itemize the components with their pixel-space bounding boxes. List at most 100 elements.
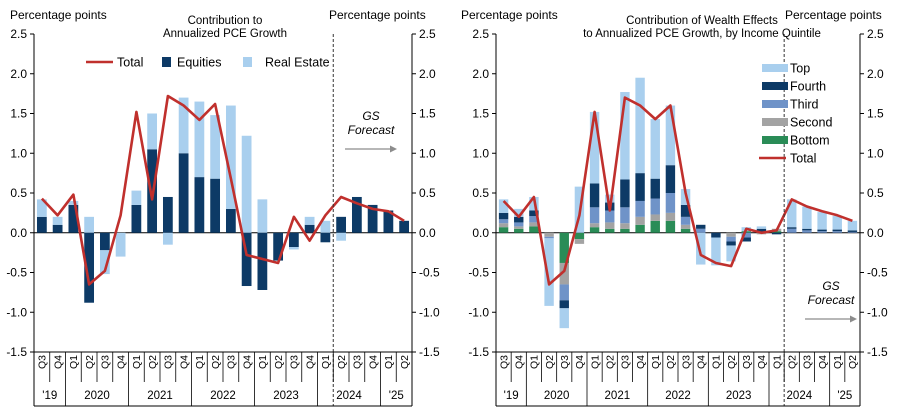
- x-tick-label: Q1: [529, 355, 541, 369]
- legend-label-total: Total: [790, 152, 816, 166]
- legend-swatch-real-estate: [243, 57, 252, 67]
- bar-real-estate: [52, 216, 63, 225]
- bar-top: [726, 245, 736, 262]
- bar-equities: [131, 204, 142, 233]
- x-tick-label: Q1: [383, 355, 395, 369]
- chart-title-line: Contribution of Wealth Effects: [626, 15, 778, 27]
- bar-third: [680, 216, 691, 225]
- bar-real-estate: [304, 216, 315, 225]
- bar-top: [544, 238, 554, 306]
- bar-second: [665, 212, 676, 221]
- x-tick-label: Q1: [320, 355, 332, 369]
- x-tick-label: Q1: [589, 355, 601, 369]
- bar-top: [514, 208, 524, 217]
- bar-second: [498, 223, 509, 228]
- bar-bottom: [574, 232, 585, 240]
- year-label: 2023: [273, 390, 299, 402]
- y-tick-label-right: 2.5: [867, 27, 884, 41]
- x-tick-label: Q1: [68, 355, 80, 369]
- y-axis-unit-right: Percentage points: [785, 8, 882, 22]
- y-tick-label-right: -0.5: [867, 266, 888, 280]
- bar-real-estate: [225, 105, 236, 209]
- legend-label-top: Top: [790, 62, 810, 76]
- year-label: 2024: [787, 390, 813, 402]
- y-tick-label-left: 1.5: [10, 107, 27, 121]
- y-axis-unit-left: Percentage points: [461, 8, 558, 22]
- x-tick-label: Q3: [100, 355, 112, 369]
- x-tick-label: Q4: [52, 355, 64, 369]
- x-tick-label: Q3: [352, 355, 364, 369]
- bar-equities: [288, 232, 299, 248]
- bar-second: [635, 216, 645, 225]
- bar-second: [680, 224, 691, 229]
- x-tick-label: Q1: [832, 355, 844, 369]
- bar-third: [817, 231, 827, 233]
- x-tick-label: Q2: [210, 355, 222, 369]
- y-tick-label-left: -1.5: [468, 345, 489, 359]
- bar-top: [832, 216, 842, 230]
- bar-equities: [383, 210, 394, 233]
- x-tick-label: Q4: [635, 355, 647, 369]
- bar-equities: [257, 232, 268, 290]
- year-label: 2022: [210, 390, 236, 402]
- bar-third: [665, 193, 676, 213]
- bar-third: [620, 207, 630, 224]
- bar-third: [650, 198, 660, 215]
- forecast-label-line: GS: [362, 109, 379, 123]
- year-label: 2020: [544, 390, 570, 402]
- bar-second: [589, 223, 600, 228]
- bar-real-estate: [320, 220, 331, 233]
- bar-real-estate: [178, 97, 189, 154]
- bar-fourth: [771, 232, 782, 235]
- bar-bottom: [665, 220, 676, 233]
- legend-label-bottom: Bottom: [790, 134, 830, 148]
- bar-fourth: [711, 232, 721, 238]
- chart-title-line: Contribution to: [188, 15, 263, 27]
- bar-second: [559, 262, 569, 285]
- bar-fourth: [620, 179, 630, 208]
- bar-bottom: [514, 228, 524, 233]
- bar-fourth: [832, 229, 842, 232]
- year-label: '25: [837, 390, 852, 402]
- bar-bottom: [529, 226, 539, 233]
- legend-swatch-second: [762, 118, 788, 126]
- x-tick-label: Q2: [273, 355, 285, 369]
- bar-equities: [351, 196, 362, 233]
- bar-equities: [52, 224, 63, 233]
- x-tick-label: Q3: [163, 355, 175, 369]
- x-tick-label: Q4: [574, 355, 586, 369]
- bar-fourth: [514, 216, 524, 223]
- y-tick-label-right: -0.5: [419, 266, 440, 280]
- year-label: 2023: [726, 390, 752, 402]
- bar-real-estate: [288, 247, 299, 250]
- bar-real-estate: [241, 135, 252, 233]
- year-label: '19: [504, 390, 519, 402]
- x-tick-label: Q3: [289, 355, 301, 369]
- bar-equities: [273, 232, 284, 261]
- bar-top: [817, 212, 827, 230]
- bar-second: [529, 222, 539, 227]
- bar-second: [650, 214, 660, 221]
- bar-fourth: [665, 165, 676, 193]
- bar-fourth: [817, 229, 827, 232]
- bar-second: [574, 239, 585, 244]
- bar-fourth: [741, 237, 751, 242]
- bar-equities: [225, 208, 236, 233]
- bar-real-estate: [194, 101, 205, 178]
- bar-top: [559, 308, 569, 329]
- year-label: 2021: [147, 390, 173, 402]
- y-tick-label-left: 0.0: [472, 226, 489, 240]
- bar-fourth: [726, 241, 736, 246]
- legend-label-total: Total: [117, 56, 143, 70]
- bar-top: [787, 199, 797, 228]
- bar-fourth: [650, 178, 660, 199]
- bar-top: [696, 232, 706, 265]
- bar-real-estate: [68, 200, 79, 205]
- bar-third: [498, 219, 509, 224]
- y-tick-label-left: -1.5: [6, 345, 27, 359]
- line-total: [40, 94, 405, 286]
- legend-swatch-equities: [162, 57, 171, 67]
- bar-equities: [336, 216, 347, 233]
- y-tick-label-left: -0.5: [468, 266, 489, 280]
- bar-fourth: [787, 227, 797, 229]
